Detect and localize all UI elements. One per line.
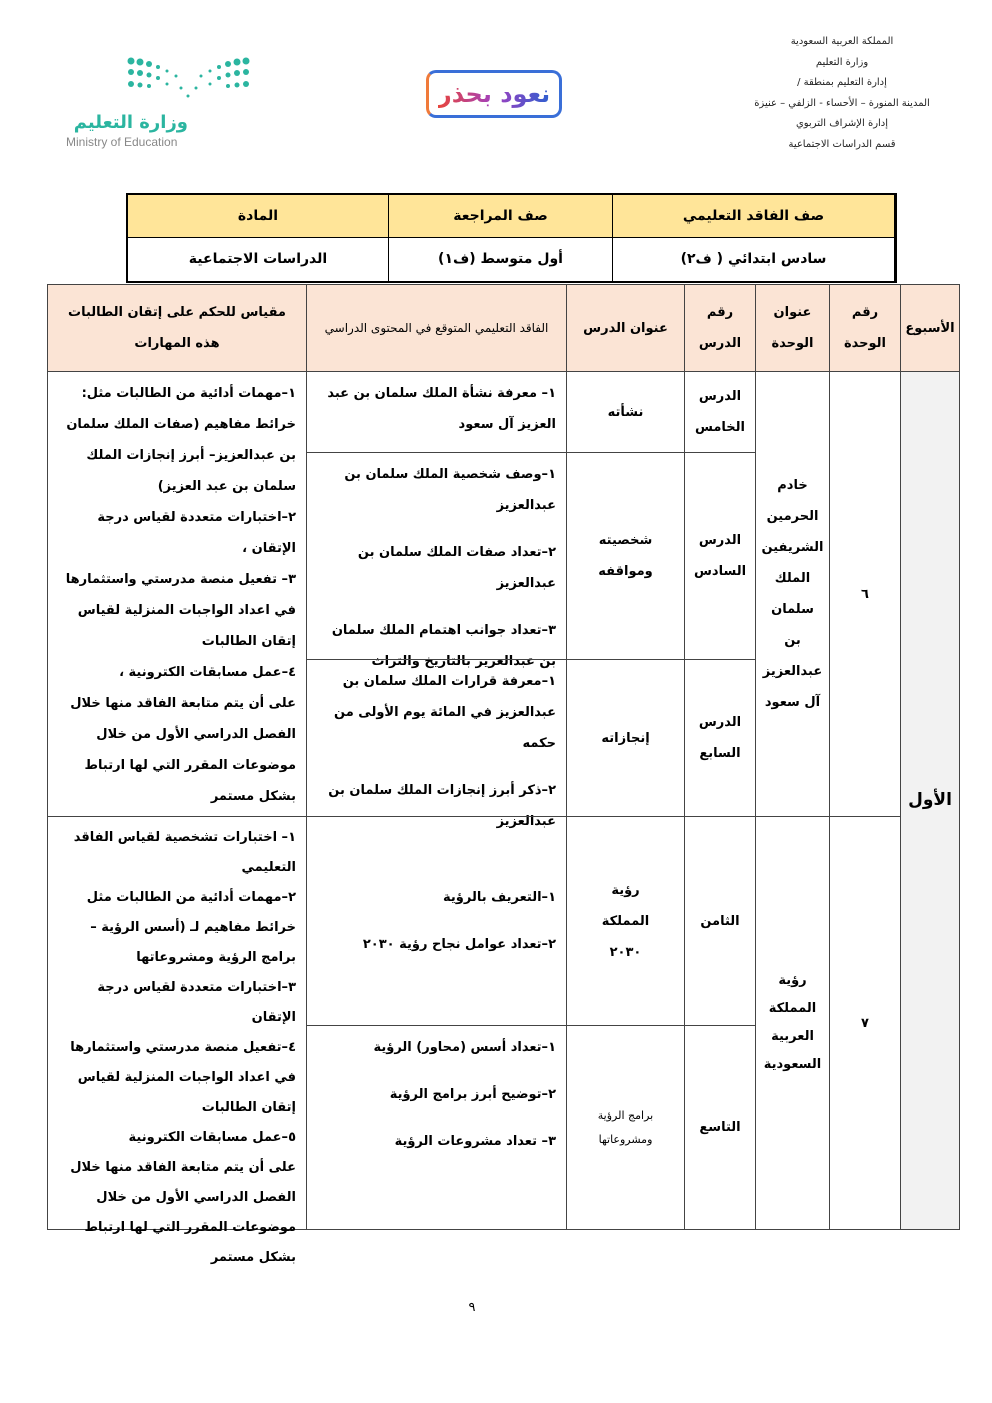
learning-loss-item: ٢–تعداد عوامل نجاح رؤية ٢٠٣٠ [362, 937, 556, 952]
unit-no: ٧ [829, 816, 901, 1230]
header-line: وزارة التعليم [815, 56, 869, 68]
lesson-title: رؤية المملكة ٢٠٣٠ [566, 816, 685, 1026]
measure-item: ٤–عمل مسابقات الكترونية ، [119, 665, 296, 680]
learning-loss-item: ١–تعداد أسس (محاور) الرؤية [373, 1040, 556, 1055]
lesson-no: الثامن [684, 816, 756, 1026]
learning-loss-item: ٣–تعداد جوانب اهتمام الملك سلمان بن عبدا… [331, 623, 556, 669]
learning-loss-item: ١– معرفة نشأة الملك سلمان بن عبد العزيز … [327, 386, 556, 432]
ministry-name-english: Ministry of Education [66, 135, 178, 149]
col-header-measure: مقياس للحكم على إتقان الطالبات هذه المها… [47, 284, 307, 372]
lesson-no: الدرس الخامس [684, 371, 756, 453]
header-line: إدارة الإشراف التربوي [795, 118, 889, 129]
ministry-dots-icon [126, 56, 251, 100]
campaign-logo: نعود بحذر [426, 70, 562, 118]
lesson-title: نشأته [566, 371, 685, 453]
lesson-title: شخصيته ومواقفه [566, 452, 685, 660]
measure-item: ١– اختبارات تشخصية لقياس الفاقد التعليمي [73, 830, 296, 875]
summary-header-subject: المادة [127, 194, 389, 238]
summary-review-grade: أول متوسط (ف١) [388, 237, 613, 282]
page-number: ٩ [468, 1300, 476, 1315]
learning-loss-cell: ١– معرفة نشأة الملك سلمان بن عبد العزيز … [306, 371, 567, 453]
header-line: إدارة التعليم بمنطقة / [797, 77, 887, 88]
measure-item: على أن يتم متابعة الفاقد منها خلال الفصل… [70, 1160, 296, 1265]
col-header-unit-title: عنوان الوحدة [755, 284, 830, 372]
measure-item: ٥–عمل مسابقات الكترونية [128, 1130, 296, 1145]
unit-no: ٦ [829, 371, 901, 817]
org-header: المملكة العربية السعودية وزارة التعليم إ… [742, 32, 942, 155]
col-header-unit-no: رقم الوحدة [829, 284, 901, 372]
summary-loss-grade: سادس ابتدائي ( ف٢) [612, 237, 895, 282]
measure-cell: ١– اختبارات تشخصية لقياس الفاقد التعليمي… [47, 816, 307, 1265]
header-line: المملكة العربية السعودية [790, 36, 894, 47]
week-cell: الأول [900, 371, 960, 1230]
learning-loss-item: ٢–تعداد صفات الملك سلمان بن عبدالعزيز [357, 545, 556, 591]
learning-loss-item: ١–التعريف بالرؤية [443, 890, 556, 905]
col-header-week: الأسبوع [900, 284, 960, 372]
learning-loss-cell: ١–تعداد أسس (محاور) الرؤية ٢–توضيح أبرز … [306, 1025, 567, 1230]
lesson-title: إنجازاته [566, 659, 685, 817]
summary-header-loss-grade: صف الفاقد التعليمي [612, 194, 895, 238]
measure-item: ٤–تفعيل منصة مدرستي واستثمارها في اعداد … [70, 1040, 296, 1115]
measure-item: على أن يتم متابعة الفاقد منها خلال الفصل… [70, 696, 296, 804]
learning-loss-item: ٣– تعداد مشروعات الرؤية [394, 1134, 556, 1149]
measure-item: ١–مهمات أدائية من الطالبات مثل: خرائط مف… [66, 386, 296, 494]
measure-item: ٣– تفعيل منصة مدرستي واستثمارها في اعداد… [65, 572, 296, 649]
learning-loss-item: ١–معرفة قرارات الملك سلمان بن عبدالعزيز … [334, 674, 556, 751]
learning-loss-cell: ١–معرفة قرارات الملك سلمان بن عبدالعزيز … [306, 659, 567, 829]
col-header-learning-loss: الفاقد التعليمي المتوقع في المحتوى الدرا… [306, 284, 567, 372]
ministry-name-arabic: وزارة التعليم [73, 112, 188, 133]
measure-item: ٢–مهمات أدائية من الطالبات مثل خرائط مفا… [86, 890, 296, 965]
learning-loss-item: ١–وصف شخصية الملك سلمان بن عبدالعزيز [344, 467, 556, 513]
header-line: المدينة المنورة – الأحساء - الزلفي – عني… [754, 97, 930, 109]
measure-item: ٣–اختبارات متعددة لقياس درجة الإتقان [97, 980, 296, 1025]
measure-cell: ١–مهمات أدائية من الطالبات مثل: خرائط مف… [47, 371, 307, 817]
lesson-no: التاسع [684, 1025, 756, 1230]
unit-title: خادم الحرمين الشريفين الملك سلمان بن عبد… [755, 371, 830, 817]
week-label: الأول [908, 790, 952, 810]
measure-item: ٢–اختبارات متعددة لقياس درجة الإتقان ، [97, 510, 296, 556]
col-header-lesson-no: رقم الدرس [684, 284, 756, 372]
unit-title: رؤية المملكة العربية السعودية [755, 816, 830, 1230]
lesson-no: الدرس السادس [684, 452, 756, 660]
summary-header-review-grade: صف المراجعة [388, 194, 613, 238]
learning-loss-item: ٢–توضيح أبرز برامج الرؤية [389, 1087, 556, 1102]
learning-loss-item: ٢–ذكر أبرز إنجازات الملك سلمان بن عبدالع… [328, 783, 556, 829]
learning-loss-cell: ١–التعريف بالرؤية ٢–تعداد عوامل نجاح رؤي… [306, 816, 567, 1026]
lesson-title: برامج الرؤية ومشروعاتها [566, 1025, 685, 1230]
lesson-no: الدرس السابع [684, 659, 756, 817]
learning-loss-cell: ١–وصف شخصية الملك سلمان بن عبدالعزيز ٢–ت… [306, 452, 567, 669]
summary-subject: الدراسات الاجتماعية [127, 237, 389, 282]
col-header-lesson-title: عنوان الدرس [566, 284, 685, 372]
ministry-logo: وزارة التعليم Ministry of Education [66, 56, 256, 149]
header-line: قسم الدراسات الاجتماعية [788, 138, 896, 150]
